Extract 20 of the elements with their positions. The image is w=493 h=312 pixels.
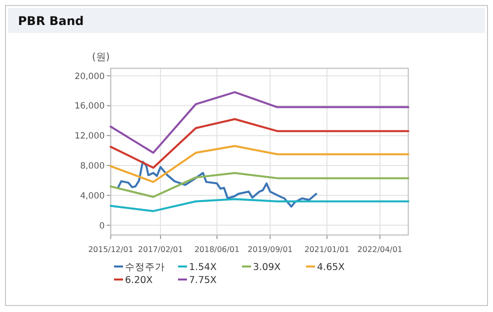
line-series <box>110 145 410 183</box>
chart-title: PBR Band <box>18 14 84 28</box>
y-tick-label: 4,000 <box>80 191 105 202</box>
line-series <box>110 198 410 212</box>
line-series <box>110 172 410 198</box>
y-tick-label: 12,000 <box>74 132 105 142</box>
legend-label: 1.54X <box>189 262 218 273</box>
y-tick-label: 8,000 <box>80 161 105 172</box>
legend-label: 3.09X <box>253 262 282 273</box>
line-series <box>110 118 410 169</box>
legend-label: 수정주가 <box>125 262 165 273</box>
y-axis-title: (원) <box>92 52 110 63</box>
legend-label: 4.65X <box>317 262 346 273</box>
line-series <box>110 91 410 154</box>
y-tick-label: 16,000 <box>74 102 105 112</box>
legend-label: 6.20X <box>125 275 154 286</box>
y-tick-label: 20,000 <box>74 72 105 82</box>
legend-label: 7.75X <box>189 275 218 286</box>
y-tick-label: 0 <box>99 221 105 232</box>
line-series <box>116 160 318 208</box>
